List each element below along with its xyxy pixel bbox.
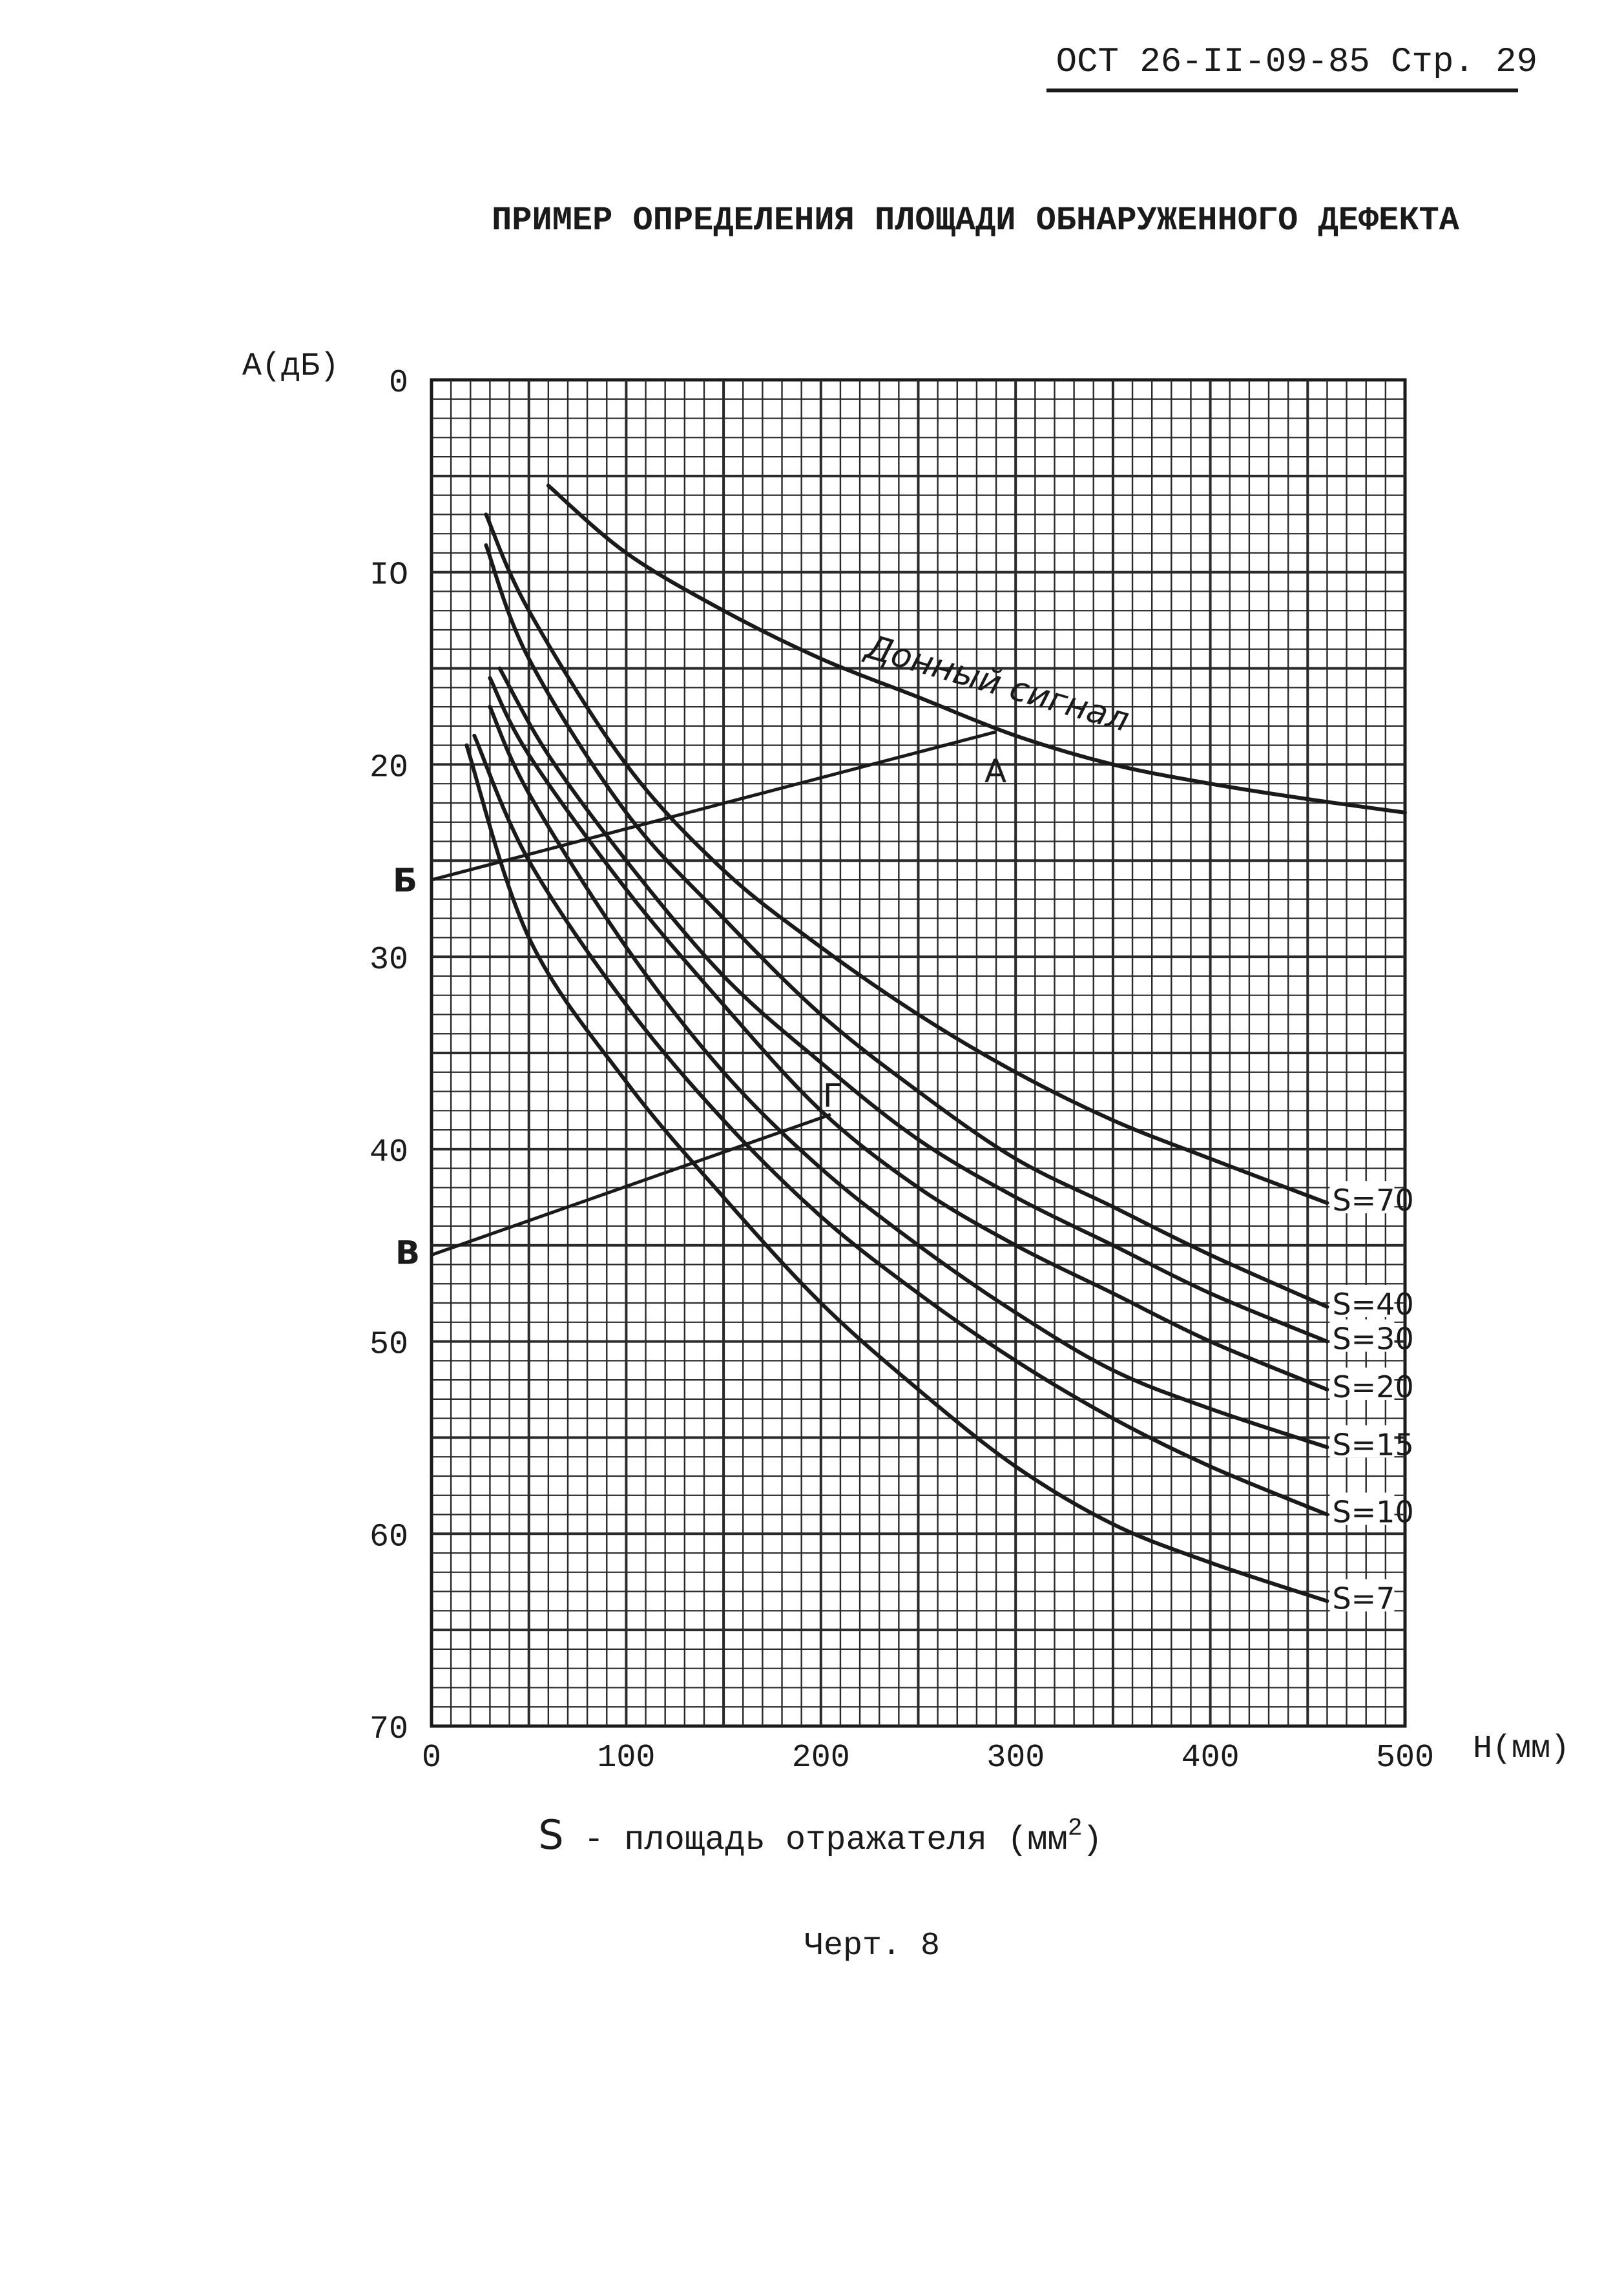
series-label: S=70: [1332, 1183, 1413, 1218]
axis-ticks: 0 100 200 300 400 500 0 IO 20 30 40 50 60 70: [370, 365, 1434, 1776]
series-label: S=10: [1332, 1495, 1413, 1530]
x-tick-label: 400: [1182, 1740, 1240, 1776]
y-tick-label: 60: [370, 1519, 408, 1556]
legend-close: ): [1083, 1821, 1103, 1859]
series-line: [484, 512, 1329, 1205]
legend-symbol: S: [538, 1811, 563, 1859]
annotation-point-g: Г: [823, 1077, 843, 1114]
standard-header: ОСТ 26-II-09-85 Стр. 29: [1056, 43, 1537, 82]
series-line: [472, 733, 1329, 1517]
y-axis-label: А(дБ): [242, 348, 339, 385]
y-tick-label: 0: [389, 365, 408, 402]
y-tick-label: IO: [370, 557, 408, 594]
series-lines: [431, 483, 1407, 1603]
annotation-point-v: В: [395, 1234, 420, 1272]
grid: [430, 378, 1407, 1728]
series-label: S=15: [1332, 1427, 1413, 1462]
series-label-backdrop: [1329, 1368, 1395, 1400]
x-tick-label: 0: [422, 1740, 441, 1776]
y-tick-label: 70: [370, 1711, 408, 1748]
series-label-backdrop: [1329, 1579, 1395, 1612]
series-label: S=30: [1332, 1322, 1413, 1357]
construction-line: [431, 1112, 831, 1256]
series-label-backdrop: [1329, 1492, 1395, 1525]
series-line: [464, 743, 1329, 1603]
x-tick-label: 500: [1376, 1740, 1434, 1776]
series-line: [488, 705, 1329, 1450]
series-label-backdrop: [1329, 1319, 1395, 1352]
series-labels: S=70 S=40S=30 S=20 S=15 S=10 S=7: [1329, 1181, 1414, 1616]
series-label: S=7: [1332, 1581, 1395, 1616]
page-title: ПРИМЕР ОПРЕДЕЛЕНИЯ ПЛОЩАДИ ОБНАРУЖЕННОГО…: [492, 202, 1460, 240]
x-tick-label: 300: [986, 1740, 1045, 1776]
annotation-point-a: А: [984, 753, 1006, 790]
series-label-backdrop: [1329, 1181, 1395, 1214]
y-tick-label: 30: [370, 942, 408, 979]
y-tick-label: 50: [370, 1327, 408, 1364]
legend-superscript: 2: [1068, 1815, 1083, 1842]
y-tick-label: 20: [370, 749, 408, 786]
legend-text: - площадь отражателя (мм: [564, 1821, 1068, 1859]
series-label: S=40: [1332, 1287, 1413, 1322]
x-tick-label: 200: [792, 1740, 850, 1776]
series-line: [546, 483, 1407, 815]
series-label-backdrop: [1329, 1425, 1395, 1458]
legend-caption: S - площадь отражателя (мм2): [538, 1811, 1103, 1859]
x-axis-label: Н(мм): [1473, 1731, 1570, 1767]
series-line: [497, 666, 1329, 1344]
x-tick-label: 100: [597, 1740, 655, 1776]
annotation-point-b: Б: [393, 862, 417, 899]
series-line: [484, 543, 1329, 1309]
construction-line: [431, 730, 997, 882]
series-label-backdrop: [1329, 1284, 1395, 1317]
series-label: S=20: [1332, 1370, 1413, 1404]
figure-number: Черт. 8: [804, 1928, 940, 1964]
series-line: [488, 676, 1329, 1391]
y-tick-label: 40: [370, 1134, 408, 1171]
